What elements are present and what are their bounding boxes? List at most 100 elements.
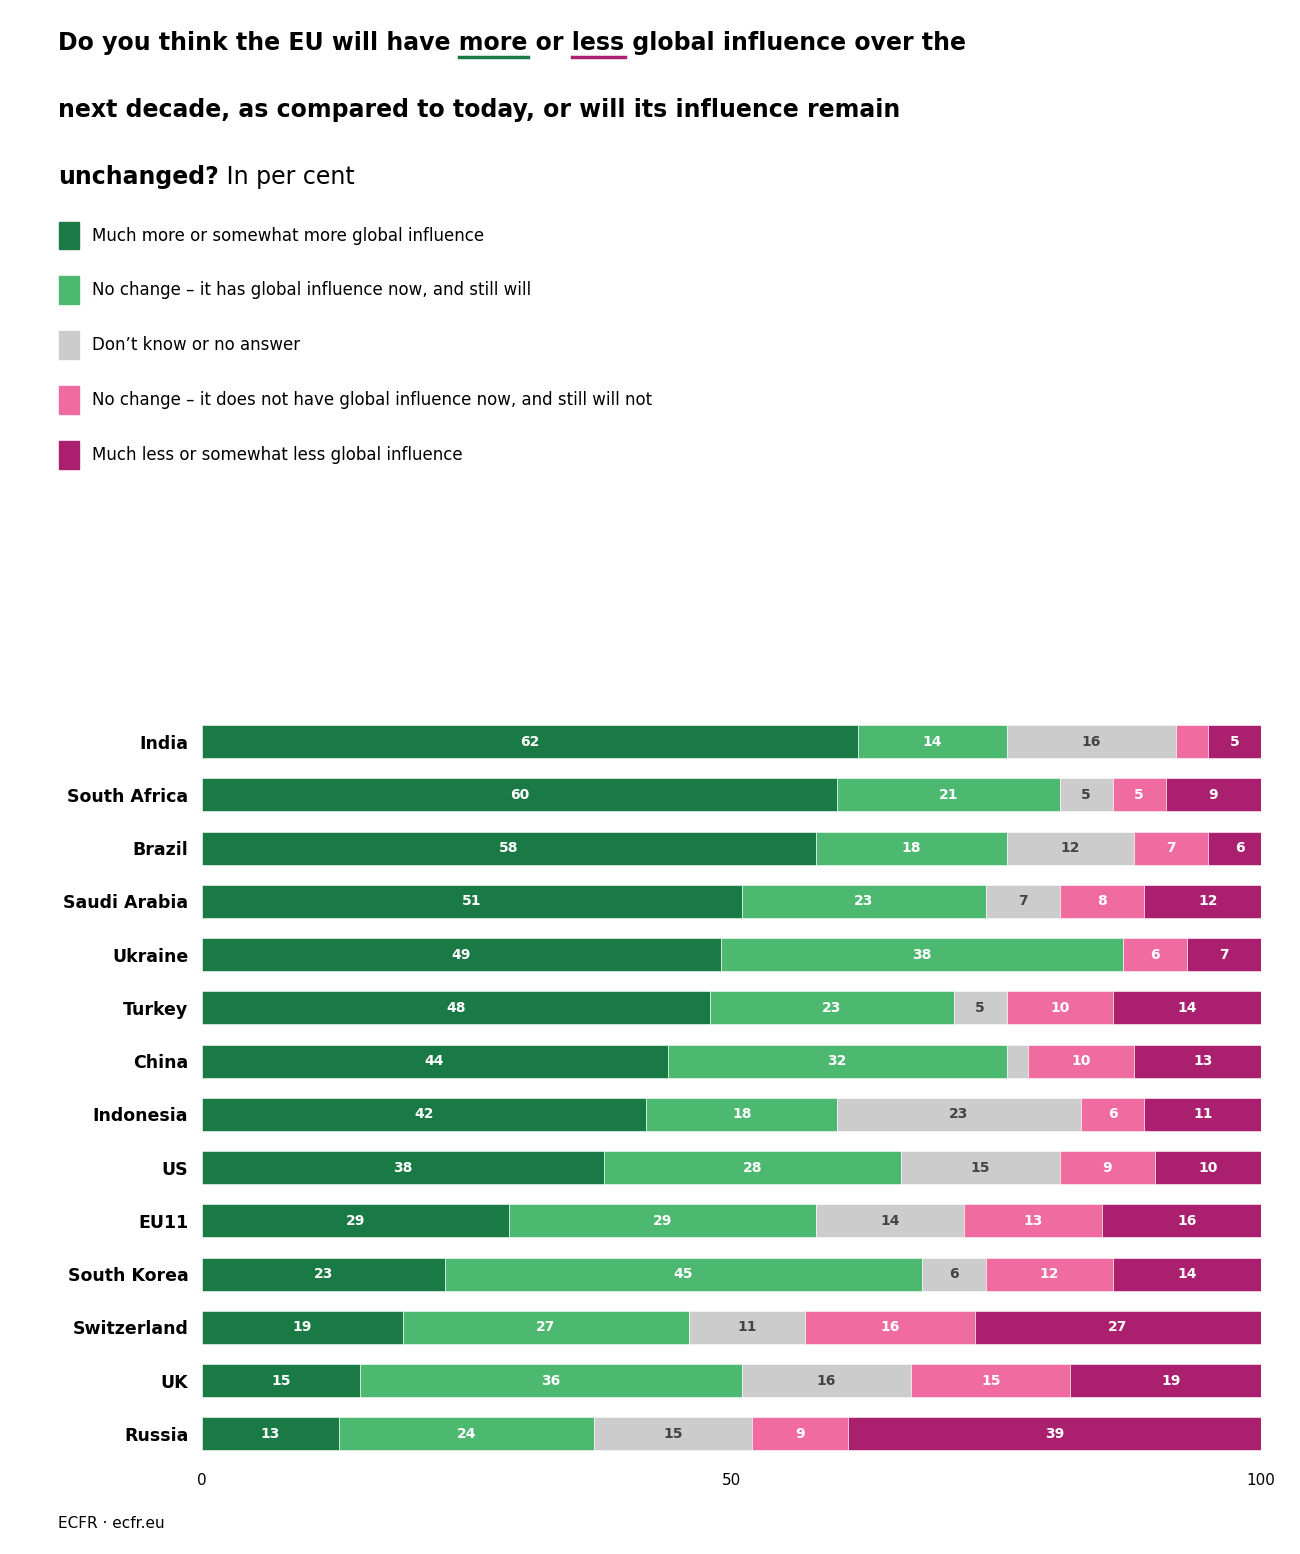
Bar xyxy=(975,1312,1261,1344)
Text: Don’t know or no answer: Don’t know or no answer xyxy=(92,336,300,354)
Bar xyxy=(1208,726,1261,758)
Text: 15: 15 xyxy=(982,1374,1001,1388)
Text: 58: 58 xyxy=(499,841,519,855)
Bar xyxy=(742,1364,911,1397)
Bar xyxy=(202,1152,604,1184)
Text: 29: 29 xyxy=(653,1214,672,1228)
Bar xyxy=(445,1257,922,1291)
Bar xyxy=(403,1312,689,1344)
Bar xyxy=(604,1152,901,1184)
Bar xyxy=(202,1204,508,1237)
Bar xyxy=(360,1364,742,1397)
Bar xyxy=(753,1417,848,1450)
Text: 15: 15 xyxy=(272,1374,291,1388)
Text: 5: 5 xyxy=(1135,788,1144,802)
Text: 11: 11 xyxy=(1193,1108,1213,1122)
Bar xyxy=(837,779,1060,811)
Text: 9: 9 xyxy=(796,1427,805,1441)
Bar xyxy=(1134,1044,1271,1077)
Bar xyxy=(594,1417,753,1450)
Bar xyxy=(720,939,1123,971)
Bar xyxy=(742,884,985,918)
Bar xyxy=(508,1204,816,1237)
Text: 45: 45 xyxy=(673,1267,693,1280)
Bar xyxy=(848,1417,1261,1450)
Text: 38: 38 xyxy=(393,1161,412,1175)
Text: 23: 23 xyxy=(949,1108,968,1122)
Text: 23: 23 xyxy=(313,1267,333,1280)
Text: 15: 15 xyxy=(663,1427,682,1441)
Text: 42: 42 xyxy=(415,1108,434,1122)
Text: 10: 10 xyxy=(1199,1161,1218,1175)
Text: 62: 62 xyxy=(520,735,540,749)
Text: 16: 16 xyxy=(1082,735,1101,749)
Bar xyxy=(901,1152,1060,1184)
Bar xyxy=(1060,779,1113,811)
Text: 28: 28 xyxy=(742,1161,762,1175)
Bar xyxy=(202,1417,339,1450)
Text: 18: 18 xyxy=(732,1108,751,1122)
Bar xyxy=(922,1257,985,1291)
Bar xyxy=(202,1257,445,1291)
Text: 27: 27 xyxy=(1109,1321,1127,1335)
Bar xyxy=(837,1099,1080,1131)
Text: 29: 29 xyxy=(346,1214,365,1228)
Bar xyxy=(985,1257,1113,1291)
Text: 51: 51 xyxy=(462,895,481,909)
Text: next decade, as compared to today, or will its influence remain: next decade, as compared to today, or wi… xyxy=(58,98,901,121)
Bar xyxy=(202,779,837,811)
Text: 14: 14 xyxy=(1176,1001,1196,1015)
Text: 60: 60 xyxy=(510,788,529,802)
Text: 12: 12 xyxy=(1199,895,1218,909)
Text: 5: 5 xyxy=(1082,788,1091,802)
Bar xyxy=(985,884,1060,918)
Text: 49: 49 xyxy=(451,948,471,962)
Bar xyxy=(1006,726,1176,758)
Text: 21: 21 xyxy=(939,788,958,802)
Bar xyxy=(806,1312,975,1344)
Bar xyxy=(911,1364,1070,1397)
Text: No change – it has global influence now, and still will: No change – it has global influence now,… xyxy=(92,281,532,300)
Text: 6: 6 xyxy=(1108,1108,1118,1122)
Bar xyxy=(1113,991,1261,1024)
Text: 19: 19 xyxy=(292,1321,312,1335)
Bar xyxy=(965,1204,1102,1237)
Bar xyxy=(689,1312,806,1344)
Bar xyxy=(1006,991,1113,1024)
Text: 23: 23 xyxy=(854,895,874,909)
Bar xyxy=(1080,1099,1144,1131)
Bar xyxy=(339,1417,594,1450)
Bar xyxy=(1134,831,1208,864)
Text: 15: 15 xyxy=(971,1161,991,1175)
Text: 5: 5 xyxy=(975,1001,985,1015)
Text: 13: 13 xyxy=(1023,1214,1043,1228)
Text: 6: 6 xyxy=(1235,841,1244,855)
Text: 7: 7 xyxy=(1018,895,1027,909)
Bar xyxy=(1123,939,1187,971)
Text: 10: 10 xyxy=(1071,1054,1091,1068)
Text: 16: 16 xyxy=(880,1321,900,1335)
Text: 13: 13 xyxy=(1193,1054,1213,1068)
Text: 10: 10 xyxy=(1050,1001,1070,1015)
Text: In per cent: In per cent xyxy=(220,165,355,188)
Bar xyxy=(1144,884,1271,918)
Text: 9: 9 xyxy=(1102,1161,1113,1175)
Bar xyxy=(816,831,1006,864)
Text: Much less or somewhat less global influence: Much less or somewhat less global influe… xyxy=(92,446,463,463)
Text: 12: 12 xyxy=(1039,1267,1058,1280)
Bar xyxy=(816,1204,965,1237)
Bar xyxy=(1113,1257,1261,1291)
Text: 18: 18 xyxy=(902,841,922,855)
Text: Do you think the EU will have more or less global influence over the: Do you think the EU will have more or le… xyxy=(58,31,966,54)
Text: unchanged?: unchanged? xyxy=(58,165,220,188)
Bar xyxy=(1006,1044,1028,1077)
Bar xyxy=(1102,1204,1271,1237)
Bar xyxy=(1113,779,1166,811)
Bar xyxy=(202,939,720,971)
Bar xyxy=(710,991,954,1024)
Text: 32: 32 xyxy=(828,1054,846,1068)
Text: 23: 23 xyxy=(822,1001,841,1015)
Text: 7: 7 xyxy=(1219,948,1228,962)
Bar xyxy=(1070,1364,1271,1397)
Text: 44: 44 xyxy=(425,1054,445,1068)
